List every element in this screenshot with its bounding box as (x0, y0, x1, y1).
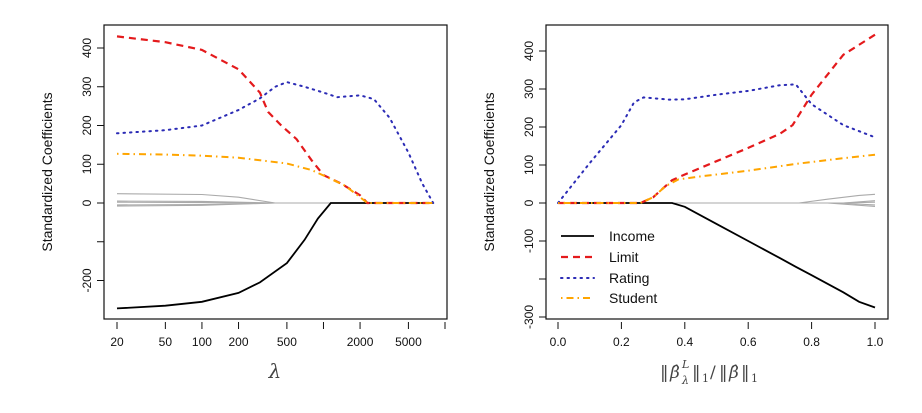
series-line-income (558, 202, 876, 309)
y-tick-label: 300 (522, 79, 536, 99)
right-panel-l1-ratio: 0.0 0.2 0.4 0.6 0.8 1.0 -300 -100 0 100 200 300 400 (522, 24, 889, 349)
series-line-student (116, 152, 434, 204)
svg-text:λ: λ (681, 374, 689, 387)
series-line-limit (116, 35, 434, 205)
x-tick-label: 0.6 (740, 335, 757, 349)
series-group (116, 35, 435, 310)
x-tick-label: 1.0 (867, 335, 884, 349)
series-line-limit (558, 33, 876, 205)
svg-text:1: 1 (702, 372, 709, 385)
series-line-income (116, 202, 434, 310)
x-tick-label: 2000 (347, 335, 374, 349)
y-tick-label: -100 (522, 229, 536, 253)
x-tick-label: 0.8 (803, 335, 820, 349)
legend-item-limit: Limit (561, 249, 639, 265)
series-line-student (558, 153, 876, 204)
x-tick-label: 100 (192, 335, 212, 349)
svg-text:/: / (710, 363, 716, 383)
svg-text:β̂: β̂ (728, 363, 739, 383)
y-tick-label: 0 (522, 199, 536, 206)
y-tick-label: 0 (80, 199, 94, 206)
x-tick-label: 500 (277, 335, 297, 349)
y-tick-label: 300 (80, 76, 94, 96)
y-tick-label: 400 (522, 41, 536, 61)
legend-item-student: Student (561, 290, 657, 306)
legend-label: Rating (609, 270, 649, 286)
right-y-axis-title: Standardized Coefficients (481, 92, 497, 251)
x-tick-label: 200 (229, 335, 249, 349)
left-panel-lambda: 20 50 100 200 500 2000 5000 -200 0 100 200 300 400 (80, 24, 448, 349)
left-y-axis-title: Standardized Coefficients (39, 92, 55, 251)
series-line-other-1 (558, 193, 876, 204)
y-tick-label: 200 (522, 117, 536, 137)
svg-text:‖: ‖ (741, 363, 750, 383)
svg-text:‖: ‖ (692, 363, 701, 383)
legend-item-rating: Rating (560, 270, 649, 286)
plot-frame (103, 24, 448, 320)
series-line-rating (116, 81, 435, 204)
svg-text:β̂: β̂ (669, 363, 680, 383)
y-tick-label: -200 (80, 268, 94, 292)
x-tick-label: 5000 (395, 335, 422, 349)
x-tick-label: 20 (110, 335, 124, 349)
svg-text:‖: ‖ (660, 363, 669, 383)
x-tick-label: 0.4 (676, 335, 693, 349)
legend-label: Income (609, 228, 655, 244)
legend-label: Limit (609, 249, 639, 265)
right-x-axis-title: ‖ β̂ L λ ‖ 1 / ‖ β̂ ‖ 1 (660, 358, 758, 387)
y-tick-label: 400 (80, 38, 94, 58)
series-line-rating (557, 83, 876, 204)
legend: Income Limit Rating Student (560, 228, 657, 306)
x-tick-label: 0.2 (613, 335, 630, 349)
y-tick-label: 100 (80, 154, 94, 174)
y-tick-label: -300 (522, 305, 536, 329)
x-tick-label: 50 (159, 335, 173, 349)
y-tick-label: 200 (80, 115, 94, 135)
svg-text:‖: ‖ (719, 363, 728, 383)
legend-label: Student (609, 290, 657, 306)
plot-frame (545, 24, 889, 320)
legend-item-income: Income (561, 228, 655, 244)
x-tick-label: 0.0 (550, 335, 567, 349)
left-x-axis-title: λ (268, 359, 282, 383)
y-tick-label: 100 (522, 155, 536, 175)
svg-text:1: 1 (751, 372, 758, 385)
series-group (557, 33, 876, 309)
svg-text:L: L (681, 358, 689, 371)
